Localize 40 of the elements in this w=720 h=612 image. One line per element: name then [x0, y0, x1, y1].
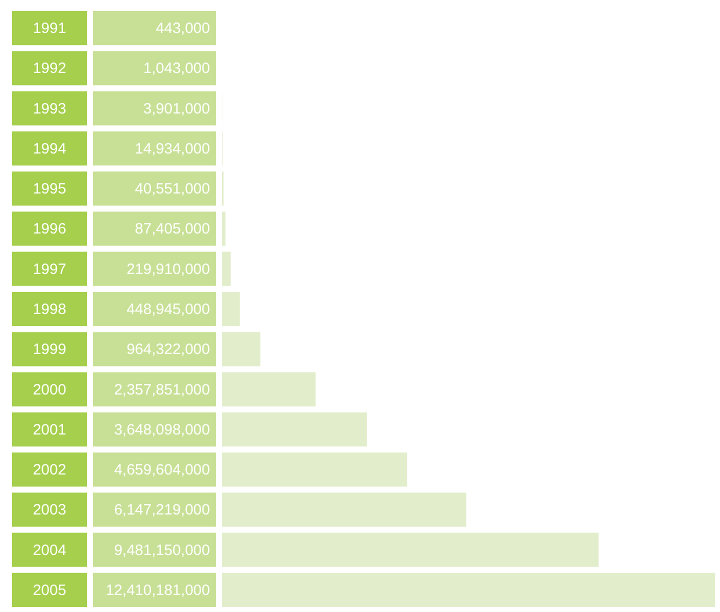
data-label: 6,147,219,000: [114, 502, 210, 519]
y-tick-label: 2001: [32, 421, 66, 438]
data-label: 443,000: [156, 20, 210, 38]
data-label: 2,357,851,000: [114, 381, 210, 398]
bar: [222, 372, 316, 406]
y-tick-label: 2002: [32, 462, 66, 479]
data-label: 219,910,000: [126, 260, 210, 278]
y-tick-label: 1992: [32, 60, 66, 78]
y-tick-label: 1995: [32, 180, 66, 198]
y-tick-label: 2000: [32, 381, 66, 398]
data-label: 3,901,000: [143, 100, 210, 118]
data-label: 14,934,000: [134, 140, 210, 158]
bar: [222, 332, 260, 366]
data-label: 40,551,000: [134, 180, 210, 198]
bar: [222, 412, 367, 446]
y-tick-label: 1996: [32, 220, 66, 238]
y-tick-label: 1993: [32, 100, 66, 118]
y-tick-label: 1994: [32, 140, 66, 158]
data-label: 3,648,098,000: [114, 421, 210, 438]
y-tick-label: 1997: [32, 260, 66, 278]
y-tick-label: 1998: [32, 301, 66, 318]
bar: [222, 212, 226, 246]
bar: [222, 492, 466, 527]
data-label: 4,659,604,000: [114, 462, 210, 479]
data-label: 87,405,000: [134, 220, 210, 238]
y-tick-label: 2004: [32, 542, 66, 559]
bar: [222, 532, 599, 567]
bar: [222, 252, 231, 286]
y-tick-label: 1999: [32, 341, 66, 358]
bar: [222, 572, 715, 607]
data-label: 9,481,150,000: [114, 542, 210, 559]
y-tick-label: 2005: [32, 582, 66, 599]
data-label: 964,322,000: [126, 341, 210, 358]
data-label: 12,410,181,000: [106, 582, 210, 599]
data-label: 448,945,000: [126, 301, 210, 318]
y-tick-label: 2003: [32, 502, 66, 519]
bar: [222, 452, 408, 487]
bar: [222, 292, 240, 326]
y-tick-label: 1991: [32, 20, 66, 38]
data-label: 1,043,000: [143, 60, 210, 78]
